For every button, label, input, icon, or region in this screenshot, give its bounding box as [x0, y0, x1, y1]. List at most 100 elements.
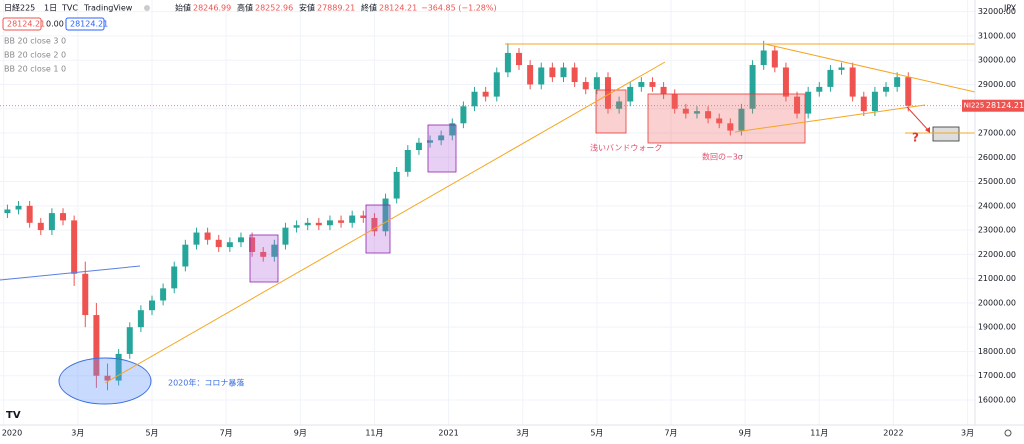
- y-tick-label: 23000.00: [978, 226, 1016, 235]
- ohlc-label: 安値: [299, 3, 315, 13]
- currency[interactable]: JPY: [1003, 4, 1016, 13]
- candle-body: [171, 266, 178, 289]
- candle-body: [771, 50, 778, 68]
- x-tick-label: 7月: [664, 429, 677, 438]
- candle-body: [638, 82, 645, 87]
- candle-body: [427, 140, 434, 143]
- candle-body: [126, 327, 133, 354]
- y-tick-label: 30000.00: [978, 56, 1016, 65]
- settings-icon[interactable]: [1004, 429, 1012, 437]
- candle-body: [215, 239, 222, 248]
- candle-body: [782, 67, 789, 97]
- tv-logo[interactable]: TV: [6, 410, 21, 421]
- indicator[interactable]: BB 20 close 3 0: [4, 37, 66, 46]
- candle-body: [204, 232, 211, 240]
- candle-body: [560, 67, 567, 78]
- candle-body: [471, 91, 478, 107]
- x-tick-label: 5月: [145, 429, 158, 438]
- candle-body: [148, 300, 155, 311]
- price-axis: [975, 0, 1024, 440]
- symbol-badge: [962, 99, 986, 112]
- x-tick-label: 3月: [961, 429, 974, 438]
- ask-badge[interactable]: [65, 17, 105, 31]
- candle-body: [349, 215, 356, 223]
- candle-body: [304, 222, 311, 226]
- ohlc-value: 28252.96: [255, 4, 293, 13]
- y-tick-label: 21000.00: [978, 274, 1016, 283]
- candle-body: [404, 150, 411, 172]
- target-box: [932, 126, 960, 142]
- y-tick-label: 22000.00: [978, 250, 1016, 259]
- candle-body: [805, 91, 812, 114]
- candle-body: [226, 242, 233, 248]
- highlight-box: [595, 89, 627, 134]
- candle-body: [382, 198, 389, 232]
- candle-body: [716, 118, 723, 124]
- x-tick-label: 5月: [590, 429, 603, 438]
- highlight-box: [427, 124, 457, 173]
- candle-body: [827, 69, 834, 87]
- candle-body: [449, 123, 456, 136]
- candle-body: [237, 237, 244, 243]
- candle-body: [438, 135, 445, 141]
- y-tick-label: 19000.00: [978, 323, 1016, 332]
- candle-body: [48, 213, 55, 231]
- candle-body: [582, 82, 589, 90]
- candle-body: [883, 86, 890, 92]
- trend-line: [734, 104, 926, 133]
- y-tick-label: 18000.00: [978, 347, 1016, 356]
- highlight-box: [249, 234, 279, 283]
- x-tick-label: 9月: [739, 429, 752, 438]
- candle-body: [182, 244, 189, 267]
- x-tick-label: 11月: [810, 429, 828, 438]
- candle-body: [616, 101, 623, 109]
- candle-body: [104, 375, 111, 381]
- candle-body: [905, 77, 912, 106]
- trend-line: [764, 43, 976, 93]
- candle-body: [137, 310, 144, 328]
- candle-body: [393, 171, 400, 199]
- y-tick-label: 31000.00: [978, 31, 1016, 40]
- last-price: 28124.21: [986, 101, 1024, 110]
- ohlc-value: 28246.99: [193, 4, 231, 13]
- candle-body: [4, 209, 11, 214]
- candle-body: [849, 67, 856, 97]
- candle-body: [260, 251, 267, 257]
- x-tick-label: 3月: [516, 429, 529, 438]
- y-tick-label: 24000.00: [978, 201, 1016, 210]
- indicator[interactable]: BB 20 close 2 0: [4, 51, 66, 60]
- candle-body: [338, 220, 345, 223]
- y-tick-label: 26000.00: [978, 153, 1016, 162]
- y-tick-label: 27000.00: [978, 129, 1016, 138]
- ohlc-label: 高値: [237, 3, 253, 13]
- candle-body: [71, 220, 78, 274]
- candle-body: [26, 205, 33, 223]
- candle-body: [271, 244, 278, 257]
- candle-body: [527, 65, 534, 85]
- bid: 28124.21: [7, 20, 45, 29]
- candle-body: [82, 273, 89, 316]
- candle-body: [705, 111, 712, 119]
- candle-body: [293, 225, 300, 228]
- candle-body: [649, 82, 656, 87]
- candle-body: [894, 77, 901, 87]
- symbol-tag: NI225: [964, 102, 985, 110]
- candle-body: [160, 288, 167, 301]
- x-tick-label: 7月: [220, 429, 233, 438]
- x-tick-label: 2022: [883, 429, 903, 438]
- indicator[interactable]: BB 20 close 1 0: [4, 65, 66, 74]
- y-tick-label: 16000.00: [978, 396, 1016, 405]
- x-tick-label: 2020: [2, 429, 22, 438]
- y-tick-label: 29000.00: [978, 80, 1016, 89]
- spread: 0.00: [46, 20, 64, 29]
- candle-body: [816, 86, 823, 92]
- x-tick-label: 3月: [71, 429, 84, 438]
- bid-badge[interactable]: [2, 17, 42, 31]
- ohlc-label: 始値: [175, 3, 191, 13]
- candle-body: [838, 67, 845, 70]
- candle-body: [794, 96, 801, 114]
- candle-body: [482, 91, 489, 97]
- candle-body: [671, 94, 678, 109]
- candle-body: [93, 315, 100, 376]
